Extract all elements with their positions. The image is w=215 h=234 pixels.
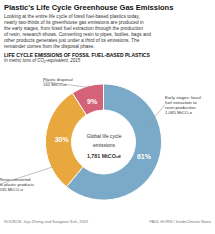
html-text:remainder comes from the dispo: remainder comes from the disposal phase. bbox=[4, 43, 95, 49]
html-text:Plastic's Life Cycle Greenhous: Plastic's Life Cycle Greenhouse Gas Emis… bbox=[4, 3, 174, 12]
svg-text:30%: 30% bbox=[55, 136, 70, 143]
svg-text:Resin convertedto plastic prod: Resin convertedto plastic products535 Mt… bbox=[0, 177, 34, 192]
html-text:other products generates just: other products generates just under a th… bbox=[4, 37, 140, 43]
html-text:LIFE CYCLE EMISSIONS OF FOSSIL: LIFE CYCLE EMISSIONS OF FOSSIL FUEL-BASE… bbox=[4, 51, 150, 58]
html-text:of resin, research shows. Conv: of resin, research shows. Converting res… bbox=[4, 32, 151, 37]
svg-text:9%: 9% bbox=[87, 98, 98, 105]
html-text:nearly two-thirds of its green: nearly two-thirds of its greenhouse gas … bbox=[4, 20, 144, 25]
html-text:In metric tons of CO₂-equivale: In metric tons of CO₂-equivalent, 2015 bbox=[4, 58, 81, 64]
html-text:the early stages, from fossil: the early stages, from fossil fuel extra… bbox=[4, 26, 143, 31]
svg-text:Early stages: fossilfuel extra: Early stages: fossilfuel extraction tore… bbox=[165, 95, 201, 115]
svg-text:Plastic disposal161 MtCO₂e: Plastic disposal161 MtCO₂e bbox=[43, 77, 73, 87]
svg-text:1,781 MtCO₂e: 1,781 MtCO₂e bbox=[87, 153, 121, 159]
html-text:PAUL HORN / InsideClimate News: PAUL HORN / InsideClimate News bbox=[149, 219, 211, 225]
svg-text:Global life cycle: Global life cycle bbox=[86, 134, 121, 140]
html-text:Looking at the entire life cyc: Looking at the entire life cycle of foss… bbox=[4, 14, 140, 19]
svg-text:emissions: emissions bbox=[93, 142, 116, 148]
html-text:SOURCE: Juju Zheng and Sangwon: SOURCE: Juju Zheng and Sangwon Suh, 2019 bbox=[4, 219, 89, 225]
svg-text:61%: 61% bbox=[137, 153, 152, 160]
